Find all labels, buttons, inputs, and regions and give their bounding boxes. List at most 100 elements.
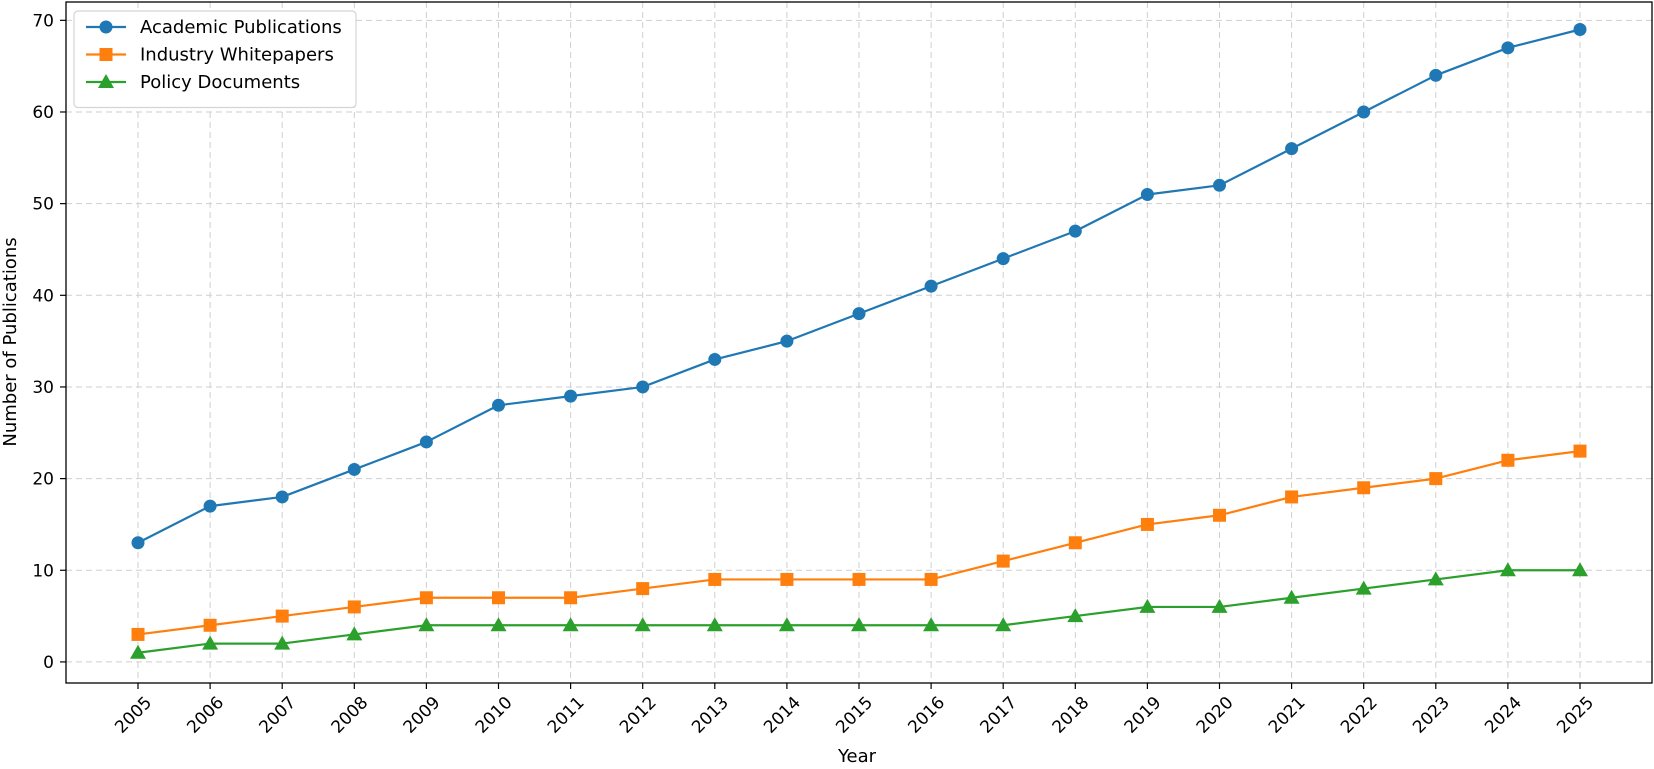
grid <box>66 2 1652 683</box>
data-point <box>1573 22 1587 36</box>
data-point <box>131 627 145 641</box>
x-tick-label: 2025 <box>1553 693 1598 738</box>
data-point <box>202 635 219 650</box>
data-point <box>203 618 217 632</box>
series-industry-whitepapers <box>131 444 1587 641</box>
data-point <box>275 490 289 504</box>
legend-label: Industry Whitepapers <box>140 45 334 66</box>
x-tick-label: 2008 <box>328 693 373 738</box>
data-point <box>1573 444 1587 458</box>
data-point <box>347 462 361 476</box>
legend-entry: Industry Whitepapers <box>86 45 334 66</box>
data-point <box>1285 142 1299 156</box>
data-point <box>852 572 866 586</box>
x-axis: 2005 2006 2007 2008 2009 2010 2011 2012 2013 2014… <box>111 683 1598 738</box>
y-axis-label: Number of Publications <box>0 237 21 446</box>
x-tick-label: 2022 <box>1337 693 1382 738</box>
data-point <box>1139 598 1156 613</box>
data-point <box>1068 224 1082 238</box>
data-point <box>492 591 505 605</box>
data-point <box>1357 481 1371 495</box>
y-tick-label: 20 <box>32 470 54 490</box>
data-point <box>1501 453 1515 467</box>
y-tick-label: 40 <box>32 286 54 306</box>
y-tick-label: 30 <box>32 378 54 398</box>
data-point <box>1068 536 1082 550</box>
x-axis-label: Year <box>837 746 877 767</box>
series-academic-publications <box>131 22 1587 550</box>
data-point <box>1499 562 1516 577</box>
x-tick-label: 2016 <box>904 693 949 738</box>
data-point <box>1427 571 1444 586</box>
x-tick-label: 2013 <box>688 693 733 738</box>
data-point <box>1213 508 1226 522</box>
legend-marker <box>99 48 113 61</box>
x-tick-label: 2023 <box>1409 693 1454 738</box>
data-point <box>780 334 794 348</box>
data-point <box>564 389 578 403</box>
data-point <box>1140 517 1154 531</box>
legend: Academic Publications Industry Whitepaper… <box>73 10 357 109</box>
data-point <box>778 617 795 632</box>
data-point <box>1067 608 1084 623</box>
series-layer <box>130 22 1588 659</box>
data-point <box>851 617 867 632</box>
x-tick-label: 2015 <box>832 693 877 738</box>
data-point <box>923 617 940 632</box>
data-point <box>636 380 650 394</box>
x-tick-label: 2006 <box>183 693 228 738</box>
y-tick-label: 10 <box>32 561 54 581</box>
data-point <box>1211 598 1228 613</box>
data-point <box>1355 580 1372 595</box>
data-point <box>490 617 507 632</box>
data-point <box>346 626 363 641</box>
x-tick-label: 2007 <box>255 693 300 738</box>
data-point <box>203 499 217 513</box>
data-point <box>1572 562 1588 577</box>
legend-label: Policy Documents <box>140 72 300 93</box>
data-point <box>1429 472 1443 486</box>
data-point <box>780 572 794 586</box>
data-point <box>706 617 723 632</box>
x-tick-label: 2017 <box>976 693 1021 738</box>
x-tick-label: 2018 <box>1049 693 1094 738</box>
data-point <box>131 536 145 550</box>
x-tick-label: 2012 <box>616 693 661 738</box>
data-point <box>1357 105 1371 119</box>
data-point <box>634 617 651 632</box>
data-point <box>1213 178 1226 192</box>
data-point <box>564 591 578 605</box>
data-point <box>708 572 722 586</box>
y-axis: 0 10 20 30 40 50 60 70 <box>32 11 66 673</box>
data-point <box>492 398 505 412</box>
data-point <box>924 279 938 293</box>
data-point <box>996 252 1010 266</box>
data-point <box>274 635 291 650</box>
data-point <box>995 617 1012 632</box>
data-point <box>275 609 289 623</box>
data-point <box>1501 41 1515 55</box>
data-point <box>418 617 435 632</box>
legend-entry: Policy Documents <box>86 72 300 93</box>
data-point <box>636 582 650 596</box>
legend-label: Academic Publications <box>140 17 342 38</box>
series-policy-documents <box>130 562 1588 659</box>
data-point <box>130 644 146 659</box>
y-tick-label: 70 <box>32 11 54 31</box>
data-point <box>708 352 722 366</box>
data-point <box>996 554 1010 568</box>
data-point <box>347 600 361 614</box>
y-tick-label: 60 <box>32 103 54 123</box>
data-point <box>924 572 938 586</box>
x-tick-label: 2005 <box>111 693 156 738</box>
x-tick-label: 2021 <box>1265 693 1310 738</box>
data-point <box>1140 187 1154 201</box>
x-tick-label: 2020 <box>1193 693 1238 738</box>
x-tick-label: 2019 <box>1121 693 1166 738</box>
y-tick-label: 0 <box>43 653 54 673</box>
legend-box <box>73 10 357 109</box>
data-point <box>1283 589 1300 604</box>
x-tick-label: 2011 <box>544 693 589 738</box>
data-point <box>1285 490 1299 504</box>
